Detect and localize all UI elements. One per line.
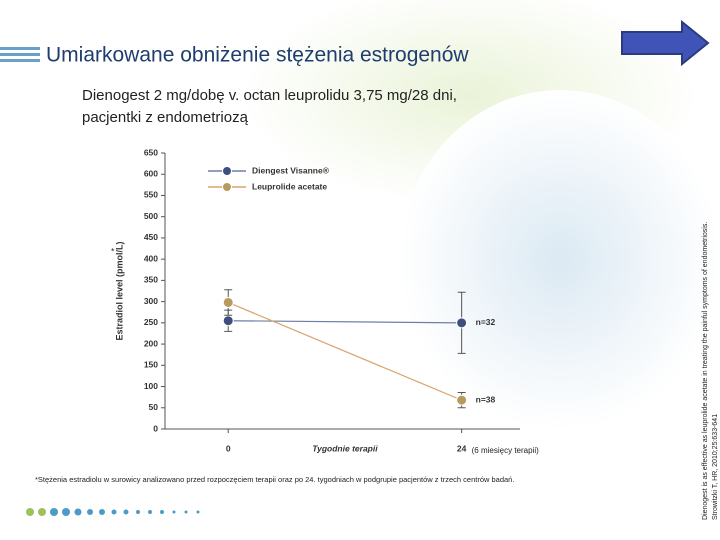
y-tick-label: 300 (144, 296, 158, 306)
n-label: n=32 (476, 317, 496, 327)
x-tick-label: 0 (226, 443, 231, 453)
y-tick-label: 550 (144, 190, 158, 200)
subtitle: pacjentki z endometriozą (82, 109, 249, 126)
legend-marker (222, 166, 232, 176)
legend-marker (222, 182, 232, 192)
title-dots (0, 47, 40, 62)
y-tick-label: 200 (144, 338, 158, 348)
x-tick-label: 24 (457, 443, 467, 453)
subtitle: Dienogest 2 mg/dobę v. octan leuprolidu … (82, 87, 457, 104)
y-tick-label: 450 (144, 232, 158, 242)
legend-label: Leuprolide acetate (252, 181, 327, 191)
y-tick-label: 250 (144, 317, 158, 327)
y-axis-label: Estradiol level (pmol/L) (114, 241, 124, 340)
series-line (227, 301, 462, 401)
side-note: Dienogest is as effective as leuprolide … (702, 222, 709, 520)
footnote: *Stężenia estradiolu w surowicy analizow… (35, 475, 514, 484)
chart: 0 50 100 150 200 250 300 350 400 450 500 550 600 650 0… (111, 147, 539, 455)
point (222, 315, 234, 327)
series-line (228, 320, 462, 324)
y-tick-label: 500 (144, 211, 158, 221)
y-tick-label: 50 (149, 402, 159, 412)
legend-label: Diengest Visanne® (252, 165, 330, 175)
x-axis-label: Tygodnie terapii (312, 443, 378, 453)
y-tick-label: 100 (144, 381, 158, 391)
y-tick-label: 600 (144, 168, 158, 178)
y-tick-label: 350 (144, 275, 158, 285)
y-label-mark: * (111, 246, 115, 256)
point (222, 296, 234, 308)
side-note: Strowitzki T, HR, 2010;25:633-641 (712, 414, 719, 520)
bg-shape (400, 90, 720, 430)
y-tick-label: 0 (153, 423, 158, 433)
y-tick-label: 650 (144, 147, 158, 157)
slide-title: Umiarkowane obniżenie stężenia estrogenó… (46, 44, 469, 67)
y-tick-label: 400 (144, 253, 158, 263)
x-note: (6 miesięcy terapii) (472, 446, 539, 455)
point (456, 394, 468, 406)
y-tick-label: 150 (144, 360, 158, 370)
next-button[interactable] (621, 19, 710, 67)
footer-dots (26, 508, 200, 516)
point (456, 317, 468, 329)
n-label: n=38 (476, 394, 496, 404)
